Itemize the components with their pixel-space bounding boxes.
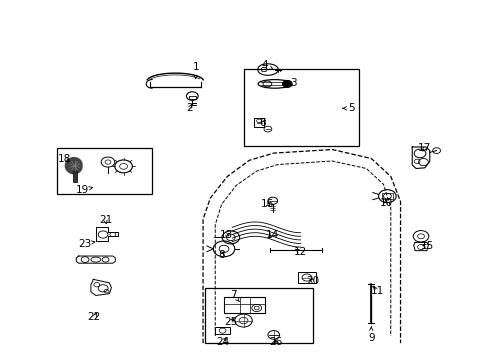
Text: 13: 13	[219, 230, 232, 239]
Text: 14: 14	[265, 230, 278, 239]
Text: 22: 22	[87, 312, 101, 322]
Text: 23: 23	[78, 239, 95, 249]
Text: 20: 20	[305, 276, 319, 286]
Text: 25: 25	[224, 317, 237, 327]
Bar	[224, 297, 265, 314]
Text: 2: 2	[186, 103, 193, 113]
Text: 18: 18	[58, 154, 71, 164]
Text: 16: 16	[261, 199, 274, 210]
Bar	[215, 327, 229, 334]
Bar	[205, 288, 312, 343]
Bar	[381, 193, 392, 199]
Text: 10: 10	[379, 198, 392, 208]
Text: 3: 3	[282, 78, 296, 88]
Text: 17: 17	[417, 143, 430, 153]
Circle shape	[282, 80, 292, 87]
Text: 5: 5	[342, 103, 354, 113]
Text: 19: 19	[76, 185, 92, 195]
Bar	[57, 148, 152, 194]
Text: 1: 1	[192, 62, 199, 78]
Text: 9: 9	[367, 327, 374, 343]
Bar	[73, 171, 77, 182]
Text: 15: 15	[420, 241, 433, 251]
Bar	[188, 96, 195, 99]
Text: 6: 6	[259, 118, 266, 128]
Text: 4: 4	[261, 60, 273, 70]
Bar	[244, 69, 358, 146]
Text: 26: 26	[269, 337, 282, 347]
Text: 24: 24	[216, 337, 229, 347]
Text: 11: 11	[370, 286, 383, 296]
Text: 21: 21	[99, 215, 112, 225]
Text: 8: 8	[218, 250, 224, 260]
Text: 12: 12	[293, 247, 306, 257]
Bar	[254, 118, 264, 127]
Polygon shape	[64, 157, 82, 174]
Text: 7: 7	[229, 290, 239, 302]
Bar	[298, 272, 315, 283]
